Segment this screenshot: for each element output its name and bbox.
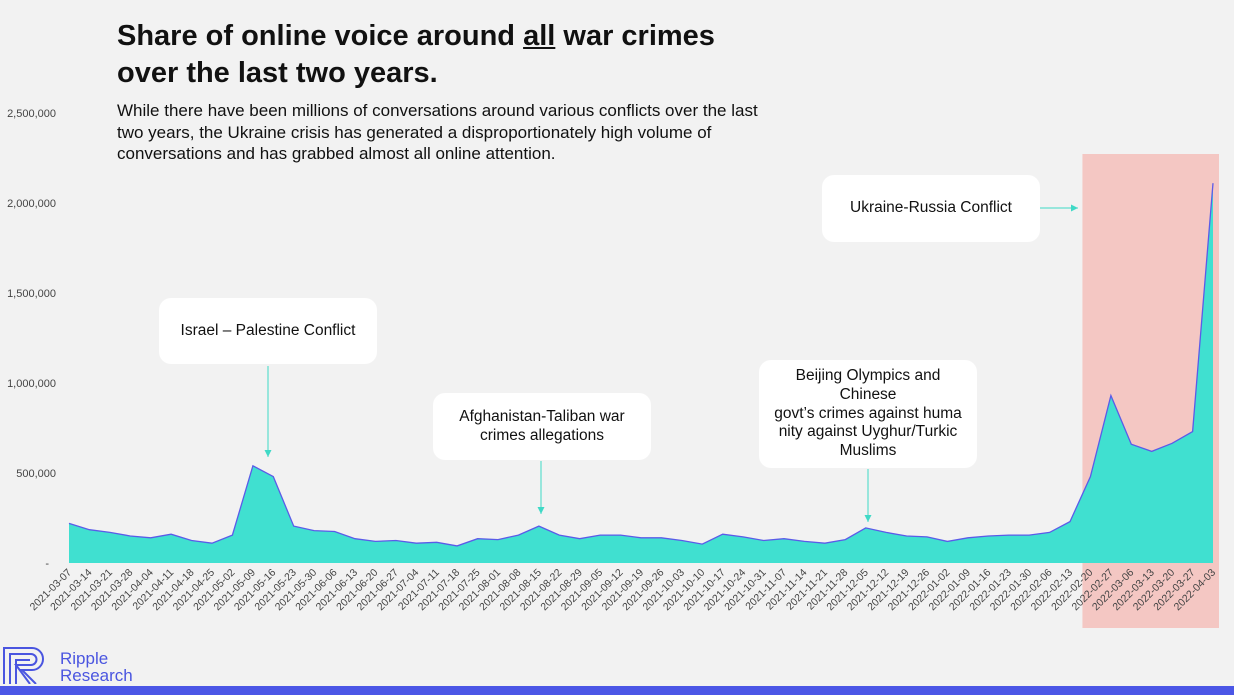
callout-text: Muslims [839, 442, 897, 460]
arrow-beijing [864, 469, 872, 522]
y-tick-label: 500,000 [16, 468, 56, 480]
series-area [69, 183, 1213, 563]
callout-text: Ukraine-Russia Conflict [850, 199, 1012, 217]
y-axis: - 500,000 1,000,000 1,500,000 2,000,000 2,500… [7, 108, 56, 570]
callout-ukraine-russia: Ukraine-Russia Conflict [822, 175, 1040, 242]
y-tick-label: 2,500,000 [7, 108, 56, 120]
callout-israel-palestine: Israel – Palestine Conflict [159, 298, 377, 364]
arrow-ukraine [1038, 204, 1078, 212]
callout-text: Israel – Palestine Conflict [180, 321, 356, 339]
callout-text: govt’s crimes against huma [774, 404, 962, 422]
footer-bar [0, 686, 1234, 695]
page-subtitle: While there have been millions of conver… [117, 101, 758, 163]
callout-beijing-olympics: Beijing Olympics and Chinese govt’s crim… [759, 360, 977, 468]
callout-text: nity against Uyghur/Turkic [778, 423, 958, 441]
callout-text: Beijing Olympics and [795, 367, 941, 384]
page-title: Share of online voice around all war cri… [117, 18, 777, 92]
callout-arrows [264, 204, 1078, 522]
title-part: Share of online voice around [117, 20, 524, 52]
series-line [68, 183, 1214, 547]
brand-name: Ripple Research [60, 650, 133, 684]
y-tick-label: 1,500,000 [7, 288, 56, 300]
y-tick-label: 2,000,000 [7, 198, 56, 210]
callout-text: Afghanistan-Taliban war [459, 407, 625, 425]
arrow-afghanistan [537, 461, 545, 514]
title-line-2: over the last two years. [117, 57, 438, 89]
title-underlined-word: all [523, 20, 556, 52]
x-axis: 2021-03-072021-03-142021-03-212021-03-28… [28, 567, 1219, 614]
y-tick-label: 1,000,000 [7, 378, 56, 390]
y-tick-label: - [45, 558, 49, 570]
callout-afghanistan-taliban: Afghanistan-Taliban war crimes allegatio… [433, 393, 651, 460]
callout-text: crimes allegations [479, 426, 605, 444]
brand-line-1: Ripple [60, 649, 109, 668]
arrow-israel [264, 366, 272, 457]
callout-text: Chinese [839, 385, 897, 403]
title-part: war crimes [555, 20, 715, 52]
ripple-logo-icon [3, 647, 44, 684]
area-chart: - 500,000 1,000,000 1,500,000 2,000,000 2,500… [7, 108, 1219, 628]
brand-line-2: Research [60, 666, 133, 685]
